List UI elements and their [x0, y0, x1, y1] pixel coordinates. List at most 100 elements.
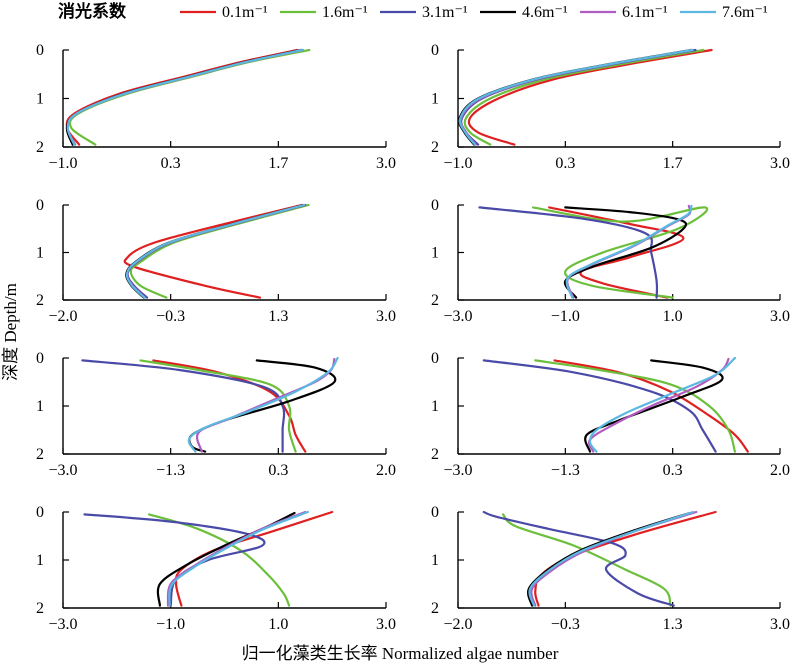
- panel: 0 1 2−3.0 −1.0 1.0 3.0: [36, 504, 396, 633]
- series-line: [66, 48, 304, 146]
- x-tick-label: 3.0: [376, 308, 396, 325]
- series-line: [482, 359, 717, 453]
- x-tick-label: 3.0: [376, 155, 396, 172]
- x-tick-label: 1.3: [268, 308, 288, 325]
- series-line: [528, 510, 695, 607]
- series-line: [553, 359, 749, 453]
- series-line: [81, 359, 286, 453]
- y-tick-label: 2: [431, 292, 439, 309]
- y-axis-title: 深度 Depth/m: [1, 283, 20, 381]
- x-tick-label: 1.7: [268, 155, 288, 172]
- y-tick-label: 2: [431, 446, 439, 463]
- series-line: [125, 203, 306, 299]
- series-line: [460, 48, 697, 146]
- x-tick-label: 1.3: [663, 616, 683, 633]
- x-tick-label: −3.0: [48, 462, 77, 479]
- x-tick-label: −1.0: [551, 308, 580, 325]
- x-tick-label: −1.0: [443, 155, 472, 172]
- x-tick-label: 2.0: [770, 462, 790, 479]
- y-tick-label: 2: [36, 600, 44, 617]
- y-tick-label: 0: [431, 197, 439, 214]
- y-tick-label: 1: [36, 91, 44, 108]
- series-line: [139, 359, 297, 453]
- x-tick-label: 0.3: [555, 155, 575, 172]
- y-tick-label: 2: [431, 139, 439, 156]
- series-line: [534, 359, 736, 453]
- y-tick-label: 1: [431, 552, 439, 569]
- y-tick-label: 0: [36, 42, 44, 59]
- y-tick-label: 0: [431, 350, 439, 367]
- series-line: [123, 203, 304, 299]
- x-tick-label: −1.0: [156, 616, 185, 633]
- y-tick-label: 1: [36, 245, 44, 262]
- series-line: [148, 513, 291, 607]
- series-line: [463, 48, 705, 146]
- series-line: [530, 510, 698, 607]
- series-line: [548, 206, 685, 299]
- panel: 0 1 2−3.0 −1.3 0.3 2.0: [36, 350, 396, 479]
- panel: 0 1 2−3.0 −1.3 0.3 2.0: [431, 350, 790, 479]
- series-line: [502, 513, 672, 607]
- series-line: [65, 48, 303, 146]
- series-line: [565, 204, 693, 299]
- legend: 消光系数 0.1m⁻¹ 1.6m⁻¹ 3.1m⁻¹ 4.6m⁻¹ 6.1m⁻¹ 7.6m⁻…: [58, 1, 768, 21]
- y-tick-label: 2: [36, 292, 44, 309]
- x-tick-label: −2.0: [443, 616, 472, 633]
- y-tick-label: 0: [36, 197, 44, 214]
- x-tick-label: 0.3: [663, 462, 683, 479]
- series-line: [129, 203, 310, 299]
- y-tick-label: 0: [36, 350, 44, 367]
- series-line: [68, 48, 311, 146]
- panel: 0 1 2−2.0 −0.3 1.3 3.0: [36, 197, 396, 325]
- x-tick-label: 0.3: [268, 462, 288, 479]
- x-tick-label: −3.0: [443, 308, 472, 325]
- x-axis-title: 归一化藻类生长率 Normalized algae number: [242, 644, 559, 663]
- panel: 0 1 2−3.0 −1.0 1.0 3.0: [431, 197, 790, 325]
- x-tick-label: −1.3: [551, 462, 580, 479]
- y-tick-label: 1: [431, 245, 439, 262]
- legend-label: 4.6m⁻¹: [522, 4, 568, 21]
- x-tick-label: 3.0: [376, 616, 396, 633]
- x-tick-label: −2.0: [48, 308, 77, 325]
- series-line: [458, 48, 694, 146]
- series-line: [65, 48, 299, 146]
- y-tick-label: 1: [431, 91, 439, 108]
- panel: 0 1 2−1.0 0.3 1.7 3.0: [431, 42, 790, 172]
- legend-label: 0.1m⁻¹: [222, 4, 268, 21]
- y-tick-label: 0: [431, 504, 439, 521]
- y-tick-label: 0: [36, 504, 44, 521]
- series-line: [482, 510, 675, 607]
- legend-label: 1.6m⁻¹: [322, 4, 368, 21]
- y-tick-label: 2: [36, 139, 44, 156]
- series-line: [584, 359, 724, 453]
- x-tick-label: 1.0: [268, 616, 288, 633]
- series-line: [65, 48, 303, 146]
- series-line: [588, 356, 736, 453]
- x-tick-label: 3.0: [770, 155, 790, 172]
- x-tick-label: −0.3: [551, 616, 580, 633]
- series-line: [187, 356, 339, 453]
- series-line: [66, 48, 304, 146]
- x-tick-label: −3.0: [48, 616, 77, 633]
- x-tick-label: 2.0: [376, 462, 396, 479]
- legend-label: 6.1m⁻¹: [622, 4, 668, 21]
- y-tick-label: 0: [431, 42, 439, 59]
- x-tick-label: −1.0: [48, 155, 77, 172]
- x-tick-label: 3.0: [770, 308, 790, 325]
- y-tick-label: 2: [431, 600, 439, 617]
- series-line: [467, 48, 713, 146]
- y-tick-label: 1: [36, 552, 44, 569]
- x-tick-label: 0.3: [161, 155, 181, 172]
- legend-label: 3.1m⁻¹: [422, 4, 468, 21]
- y-tick-label: 2: [36, 446, 44, 463]
- series-line: [168, 510, 309, 607]
- x-tick-label: 1.0: [663, 308, 683, 325]
- x-tick-label: −3.0: [443, 462, 472, 479]
- series-line: [83, 513, 266, 607]
- x-tick-label: −0.3: [156, 308, 185, 325]
- x-tick-label: 1.7: [663, 155, 683, 172]
- x-tick-label: −1.3: [156, 462, 185, 479]
- series-line: [459, 48, 695, 146]
- y-tick-label: 1: [36, 398, 44, 415]
